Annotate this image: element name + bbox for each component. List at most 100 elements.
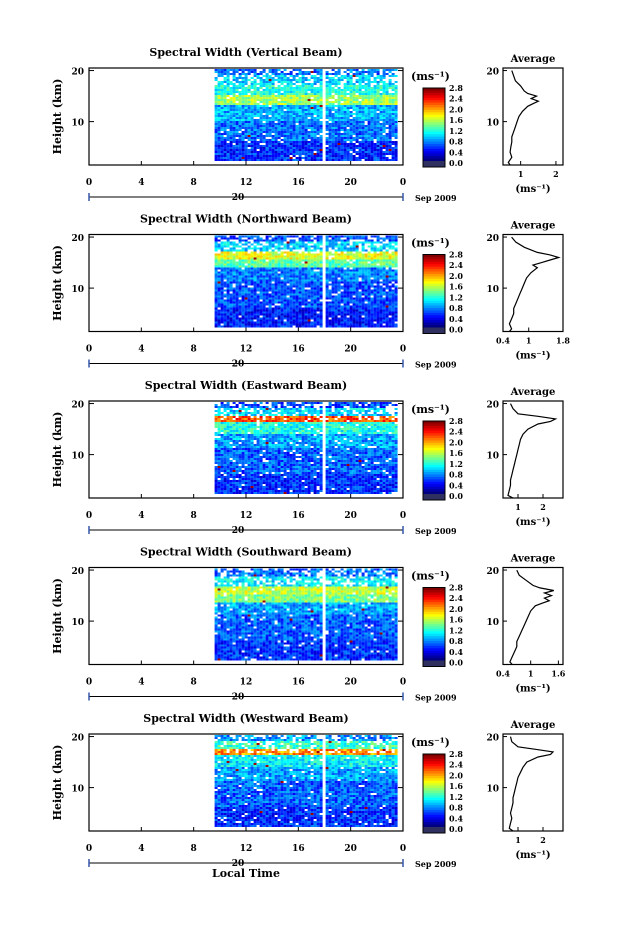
heatmap-cell xyxy=(292,261,296,264)
heatmap-cell xyxy=(319,141,323,143)
heatmap-cell xyxy=(388,117,392,119)
heatmap-cell xyxy=(226,95,230,97)
heatmap-cell xyxy=(355,137,359,139)
heatmap-cell xyxy=(280,291,284,294)
heatmap-cell xyxy=(217,145,221,147)
heatmap-cell xyxy=(340,137,344,139)
heatmap-cell xyxy=(229,141,233,143)
heatmap-cell xyxy=(382,269,386,272)
heatmap-cell xyxy=(295,313,299,316)
heatmap-cell xyxy=(286,125,290,127)
heatmap-cell xyxy=(388,267,392,270)
heatmap-cell xyxy=(337,303,341,306)
heatmap-cell xyxy=(274,311,278,314)
heatmap-cell xyxy=(364,137,368,139)
heatmap-cell xyxy=(385,133,389,135)
heatmap-cell xyxy=(280,83,284,85)
heatmap-cell xyxy=(241,259,245,262)
heatmap-cell xyxy=(331,91,335,93)
heatmap-cell xyxy=(346,285,350,288)
heatmap-cell xyxy=(280,121,284,123)
heatmap-cell xyxy=(247,313,251,316)
heatmap-cell xyxy=(304,293,308,296)
heatmap-cell xyxy=(352,247,356,250)
heatmap-cell xyxy=(337,115,341,117)
heatmap-cell xyxy=(358,105,362,107)
heatmap-cell xyxy=(340,295,344,298)
heatmap-cell xyxy=(238,299,242,302)
heatmap-cell xyxy=(301,115,305,117)
average-title: Average xyxy=(510,54,556,65)
heatmap-cell xyxy=(277,131,281,133)
heatmap-cell xyxy=(316,155,320,157)
heatmap-cell xyxy=(340,151,344,153)
heatmap-cell xyxy=(262,301,266,304)
heatmap-cell xyxy=(340,325,344,328)
heatmap-cell xyxy=(253,249,257,252)
heatmap-cell xyxy=(328,89,332,91)
heatmap-cell xyxy=(373,157,377,159)
heatmap-cell xyxy=(385,111,389,113)
heatmap-cell xyxy=(316,141,320,143)
heatmap-cell xyxy=(316,129,320,131)
heatmap-cell xyxy=(349,135,353,137)
heatmap-cell xyxy=(361,285,365,288)
heatmap-cell xyxy=(280,311,284,314)
heatmap-cell xyxy=(310,277,314,280)
heatmap-cell xyxy=(229,119,233,121)
heatmap-cell xyxy=(277,133,281,135)
heatmap-cell xyxy=(292,139,296,141)
heatmap-cell xyxy=(304,99,308,101)
heatmap-cell xyxy=(286,309,290,312)
heatmap-cell xyxy=(268,317,272,320)
heatmap-cell xyxy=(235,147,239,149)
heatmap-cell xyxy=(337,123,341,125)
colorbar-segment xyxy=(423,136,445,140)
heatmap-cell xyxy=(361,323,365,326)
heatmap-cell xyxy=(313,259,317,262)
heatmap-cell xyxy=(241,133,245,135)
heatmap-cell xyxy=(307,281,311,284)
heatmap-cell xyxy=(241,89,245,91)
heatmap-cell xyxy=(250,95,254,97)
heatmap-cell xyxy=(226,325,230,328)
heatmap-cell xyxy=(262,289,266,292)
heatmap-cell xyxy=(352,257,356,260)
heatmap-cell xyxy=(265,119,269,121)
heatmap-cell xyxy=(328,261,332,264)
heatmap-cell xyxy=(223,149,227,151)
heatmap-cell xyxy=(265,75,269,77)
heatmap-cell xyxy=(256,89,260,91)
heatmap-cell xyxy=(373,277,377,280)
heatmap-cell xyxy=(220,275,224,278)
heatmap-cell xyxy=(286,145,290,147)
heatmap-cell xyxy=(262,85,266,87)
heatmap-cell xyxy=(256,297,260,300)
heatmap-cell xyxy=(304,87,308,89)
heatmap-cell xyxy=(343,313,347,316)
heatmap-cell xyxy=(223,311,227,314)
heatmap-cell xyxy=(379,151,383,153)
heatmap-cell xyxy=(250,257,254,260)
heatmap-cell xyxy=(298,275,302,278)
heatmap-cell xyxy=(346,101,350,103)
heatmap-cell xyxy=(349,97,353,99)
heatmap-cell xyxy=(217,297,221,300)
heatmap-cell xyxy=(331,317,335,320)
heatmap-cell xyxy=(277,321,281,324)
heatmap-cell xyxy=(349,127,353,129)
heatmap-cell xyxy=(271,117,275,119)
heatmap-cell xyxy=(346,255,350,258)
heatmap-cell xyxy=(277,81,281,83)
heatmap-cell xyxy=(220,303,224,306)
heatmap-cell xyxy=(325,243,329,246)
heatmap-cell xyxy=(337,245,341,248)
heatmap-cell xyxy=(235,151,239,153)
heatmap-cell xyxy=(226,263,230,266)
heatmap-cell xyxy=(280,265,284,268)
heatmap-cell xyxy=(352,289,356,292)
heatmap-cell xyxy=(301,145,305,147)
heatmap-cell xyxy=(331,319,335,322)
heatmap-cell xyxy=(364,283,368,286)
heatmap-cell xyxy=(217,99,221,101)
